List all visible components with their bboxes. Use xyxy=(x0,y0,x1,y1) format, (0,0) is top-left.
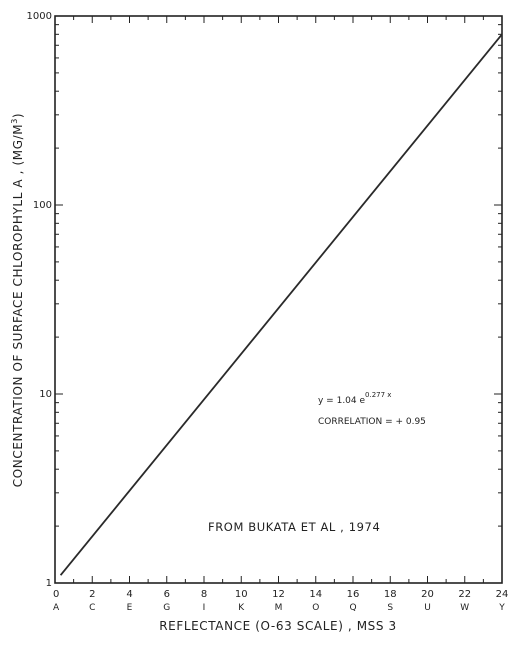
x-axis-label: REFLECTANCE (O-63 SCALE) , MSS 3 xyxy=(159,619,397,633)
x-letter-label: E xyxy=(127,603,133,613)
x-letter-label: M xyxy=(275,603,283,613)
y-tick-label: 100 xyxy=(33,200,52,211)
x-tick-label: 24 xyxy=(496,589,509,600)
y-tick-label: 1 xyxy=(46,578,52,589)
x-letter-label: Y xyxy=(498,603,505,613)
regression-line xyxy=(59,33,503,576)
y-axis-ticks: 1 10 100 1000 xyxy=(27,11,502,589)
x-letter-label: O xyxy=(312,603,319,613)
plot-frame xyxy=(54,15,503,584)
source-annotation: FROM BUKATA ET AL , 1974 xyxy=(208,520,380,534)
x-letter-label: W xyxy=(460,603,469,613)
y-tick-label: 1000 xyxy=(27,11,52,22)
x-tick-label: 4 xyxy=(126,589,132,600)
x-tick-label: 2 xyxy=(89,589,95,600)
x-tick-label: 20 xyxy=(421,589,434,600)
x-letter-label: C xyxy=(89,603,95,613)
correlation-annotation: CORRELATION = + 0.95 xyxy=(318,417,426,427)
x-tick-label: 8 xyxy=(201,589,207,600)
x-tick-label: 0 xyxy=(53,589,59,600)
series-layer xyxy=(59,33,503,576)
x-tick-label: 16 xyxy=(347,589,360,600)
x-letter-label: U xyxy=(424,603,431,613)
x-tick-label: 10 xyxy=(235,589,248,600)
x-letter-label: A xyxy=(53,603,60,613)
x-letter-label: K xyxy=(238,603,245,613)
x-letter-label: G xyxy=(163,603,170,613)
x-letter-label: I xyxy=(203,603,206,613)
x-tick-label: 22 xyxy=(458,589,471,600)
x-axis-ticks: 0 A 2 C 4 E 6 G 8 I 10 K 12 M 14 O 16 Q 18 S 20 U 22 W 24 Y xyxy=(53,16,508,613)
x-tick-label: 6 xyxy=(164,589,170,600)
x-letter-label: S xyxy=(387,603,393,613)
equation-annotation: y = 1.04 e0.277 x xyxy=(318,391,391,406)
x-tick-label: 12 xyxy=(272,589,285,600)
x-tick-label: 18 xyxy=(384,589,397,600)
x-letter-label: Q xyxy=(349,603,356,613)
x-tick-label: 14 xyxy=(309,589,322,600)
y-axis-label: CONCENTRATION OF SURFACE CHLOROPHYLL A ,… xyxy=(10,113,25,487)
y-tick-label: 10 xyxy=(39,389,52,400)
